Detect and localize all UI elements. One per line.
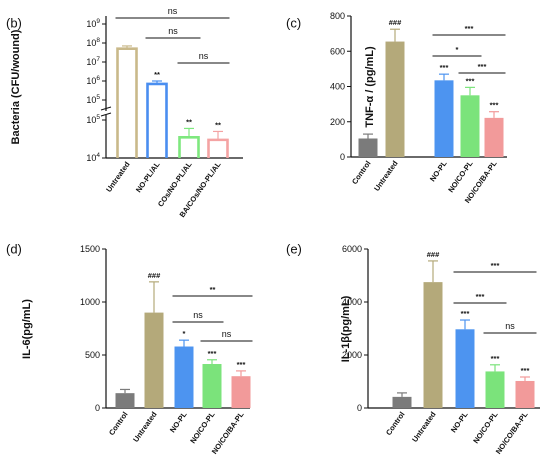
- bar: [144, 312, 164, 408]
- y-tick-label: 4000: [342, 297, 362, 307]
- bar-significance-label: **: [215, 120, 221, 129]
- x-tick-label: NO-PL: [449, 410, 470, 435]
- bar-significance-label: ***: [491, 354, 500, 363]
- panel-label: (c): [286, 16, 301, 31]
- y-tick-label: 106: [86, 75, 100, 86]
- axis-break-mark: [100, 112, 112, 117]
- bar: [515, 380, 535, 408]
- panel-label: (d): [6, 242, 22, 257]
- axis-break-gap: [102, 111, 110, 115]
- x-tick-label: Control: [384, 410, 407, 437]
- y-tick-label: 6000: [342, 244, 362, 254]
- y-tick-label: 0: [357, 403, 362, 413]
- bar-significance-label: ***: [490, 101, 499, 110]
- bar: [231, 376, 251, 408]
- bar-significance-label: ***: [521, 366, 530, 375]
- bar: [358, 138, 378, 157]
- y-tick-label: 0: [95, 403, 100, 413]
- x-tick-label: NO/CO-PL: [188, 410, 217, 446]
- x-tick-label: Untreated: [410, 410, 438, 444]
- comparison-label: **: [210, 285, 216, 294]
- x-tick-label: Control: [350, 159, 373, 186]
- comparison-label: ***: [465, 24, 474, 33]
- bar: [385, 41, 405, 157]
- comparison-label: ***: [491, 261, 500, 270]
- y-tick-label: 500: [85, 350, 100, 360]
- bar: [178, 136, 200, 158]
- x-tick-label: Untreated: [372, 159, 400, 193]
- axis-break-mark: [100, 106, 112, 111]
- x-tick-label: NO/CO/BA-PL: [494, 410, 530, 456]
- bar-significance-label: ***: [466, 76, 475, 85]
- x-tick-label: NO-PL: [428, 159, 449, 184]
- bar: [484, 117, 504, 157]
- bar-significance-label: **: [186, 117, 192, 126]
- bar: [116, 47, 138, 158]
- y-tick-label: 109: [86, 18, 100, 29]
- y-tick-label: 105: [86, 94, 100, 105]
- chart-panel-1: (c) TNF-α / (pg/mL) 0 200 400 600 800 Control ##…: [286, 11, 507, 205]
- y-tick-label: 2000: [342, 350, 362, 360]
- bar-significance-label: **: [154, 70, 160, 79]
- bar: [115, 393, 135, 408]
- bar: [460, 95, 480, 157]
- y-axis-label: IL-6(pg/mL): [21, 299, 33, 359]
- bar-significance-label: ***: [237, 360, 246, 369]
- x-tick-label: Untreated: [104, 160, 132, 194]
- x-tick-label: NO-PL: [168, 410, 189, 435]
- chart-panel-0: (b)Bacteria (CFU/wound) 104 105 105 106 107 10…: [6, 6, 243, 219]
- y-tick-label: 1000: [80, 297, 100, 307]
- x-tick-label: Control: [107, 410, 130, 437]
- comparison-label: ***: [478, 62, 487, 71]
- comparison-label: ns: [199, 51, 209, 61]
- y-tick-label: 200: [330, 117, 345, 127]
- bar-significance-label: ***: [208, 349, 217, 358]
- y-tick-label: 107: [86, 56, 100, 67]
- chart-panel-3: (e) IL-1β(pg/mL) 0 2000 4000 6000 Control ### Un…: [286, 242, 540, 456]
- bar: [455, 329, 475, 408]
- bar-significance-label: ***: [461, 309, 470, 318]
- bar: [207, 138, 229, 158]
- comparison-label: ns: [505, 321, 515, 331]
- bar: [434, 80, 454, 157]
- y-tick-label: 0: [340, 152, 345, 162]
- y-tick-label: 1500: [80, 244, 100, 254]
- y-tick-label: 108: [86, 37, 100, 48]
- comparison-label: ns: [168, 6, 178, 16]
- comparison-label: ns: [193, 310, 203, 320]
- bar: [392, 396, 412, 408]
- comparison-label: *: [456, 45, 459, 54]
- comparison-label: ***: [476, 292, 485, 301]
- bar: [423, 282, 443, 408]
- bar-significance-label: ***: [440, 63, 449, 72]
- y-tick-label: 800: [330, 11, 345, 21]
- bar-significance-label: *: [183, 329, 186, 338]
- bar: [485, 371, 505, 408]
- y-tick-label: 104: [86, 152, 100, 163]
- y-axis-label: IL-1β(pg/mL): [340, 295, 352, 362]
- bar: [202, 364, 222, 408]
- comparison-label: ns: [168, 26, 178, 36]
- bar: [146, 82, 168, 158]
- y-tick-label: 600: [330, 46, 345, 56]
- y-tick-label: 400: [330, 82, 345, 92]
- x-tick-label: NO-PL/AL: [134, 160, 162, 195]
- panel-label: (e): [286, 242, 302, 257]
- bar: [174, 346, 194, 408]
- y-tick-label: 105: [86, 114, 100, 125]
- chart-panel-2: (d) IL-6(pg/mL) 0 500 1000 1500 Control ### Untr…: [6, 242, 253, 456]
- bar-significance-label: ###: [389, 18, 402, 27]
- panel-label: (b): [6, 16, 22, 31]
- y-axis-label: Bacteria (CFU/wound): [10, 29, 22, 144]
- bar-significance-label: ###: [427, 250, 440, 259]
- bar-significance-label: ###: [148, 271, 161, 280]
- y-axis-label: TNF-α / (pg/mL): [364, 46, 376, 128]
- x-tick-label: NO/CO-PL: [471, 410, 500, 446]
- comparison-label: ns: [222, 329, 232, 339]
- x-tick-label: Untreated: [131, 410, 159, 444]
